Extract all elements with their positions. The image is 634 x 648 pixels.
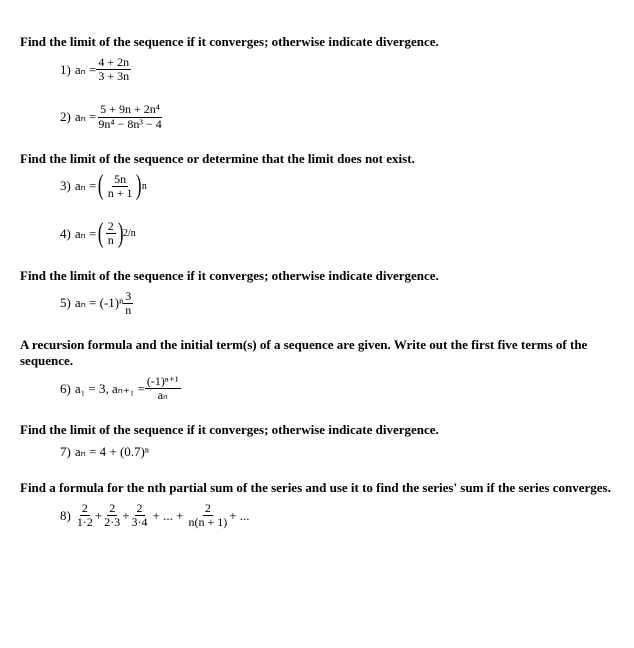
lhs: aₙ = [75,226,97,242]
fraction: (-1)ⁿ⁺¹ aₙ [145,375,181,402]
frac-bot: 1·2 [75,516,95,529]
frac-bot: n [106,234,116,247]
fraction: 2 1·2 [75,502,95,529]
exponent: n [142,181,147,192]
frac-bot: aₙ [156,389,170,402]
section-heading: Find the limit of the sequence if it con… [20,34,614,50]
frac-top: 2 [203,502,213,516]
plus: + [95,508,102,524]
problem-4: 4) aₙ = ( 2 n ) 2/n [60,220,614,247]
section-heading: A recursion formula and the initial term… [20,337,614,369]
frac-bot: 3·4 [130,516,150,529]
right-paren: ) [118,223,124,245]
left-paren: ( [98,175,104,197]
fraction: 2 3·4 [130,502,150,529]
frac-top: 2 [135,502,145,516]
problem-number: 6) [60,381,71,397]
fraction: 3 n [123,290,133,317]
frac-top: 2 [106,220,116,234]
plus: + [122,508,129,524]
problem-number: 7) [60,444,71,460]
frac-top: (-1)ⁿ⁺¹ [145,375,181,389]
section-heading: Find the limit of the sequence if it con… [20,422,614,438]
problem-7: 7) aₙ = 4 + (0.7)ⁿ [60,444,614,460]
problem-1: 1) aₙ = 4 + 2n 3 + 3n [60,56,614,83]
section-heading: Find the limit of the sequence if it con… [20,268,614,284]
frac-top: 3 [123,290,133,304]
problem-6: 6) a₁ = 3, aₙ₊₁ = (-1)ⁿ⁺¹ aₙ [60,375,614,402]
lhs: aₙ = [75,62,97,78]
section-heading: Find the limit of the sequence or determ… [20,151,614,167]
tail-dots: + ... [229,508,249,524]
fraction: 2 n [106,220,116,247]
frac-top: 4 + 2n [96,56,131,70]
problem-8: 8) 2 1·2 + 2 2·3 + 2 3·4 + ... + 2 n(n +… [60,502,614,529]
frac-top: 2 [80,502,90,516]
lhs: aₙ = (-1)ⁿ [75,295,123,311]
frac-top: 2 [107,502,117,516]
frac-bot: 2·3 [102,516,122,529]
problem-number: 2) [60,109,71,125]
problem-number: 1) [60,62,71,78]
problem-number: 5) [60,295,71,311]
section-heading: Find a formula for the nth partial sum o… [20,480,614,496]
frac-bot: 3 + 3n [96,70,131,83]
expression: aₙ = 4 + (0.7)ⁿ [75,444,149,460]
problem-5: 5) aₙ = (-1)ⁿ 3 n [60,290,614,317]
lhs: a₁ = 3, aₙ₊₁ = [75,381,145,397]
fraction: 2 2·3 [102,502,122,529]
exponent: 2/n [123,228,136,239]
problem-3: 3) aₙ = ( 5n n + 1 ) n [60,173,614,200]
frac-top: 5 + 9n + 2n⁴ [98,103,162,117]
frac-top: 5n [112,173,128,187]
frac-bot: n [123,304,133,317]
lhs: aₙ = [75,178,97,194]
frac-bot: n + 1 [106,187,135,200]
fraction: 5 + 9n + 2n⁴ 9n⁴ − 8n³ − 4 [96,103,163,130]
frac-bot: n(n + 1) [186,516,229,529]
frac-bot: 9n⁴ − 8n³ − 4 [96,118,163,131]
fraction: 5n n + 1 [106,173,135,200]
problem-2: 2) aₙ = 5 + 9n + 2n⁴ 9n⁴ − 8n³ − 4 [60,103,614,130]
left-paren: ( [98,223,104,245]
right-paren: ) [136,175,142,197]
fraction: 2 n(n + 1) [186,502,229,529]
problem-number: 3) [60,178,71,194]
lhs: aₙ = [75,109,97,125]
fraction: 4 + 2n 3 + 3n [96,56,131,83]
dots: + ... + [153,508,184,524]
problem-number: 8) [60,508,71,524]
problem-number: 4) [60,226,71,242]
